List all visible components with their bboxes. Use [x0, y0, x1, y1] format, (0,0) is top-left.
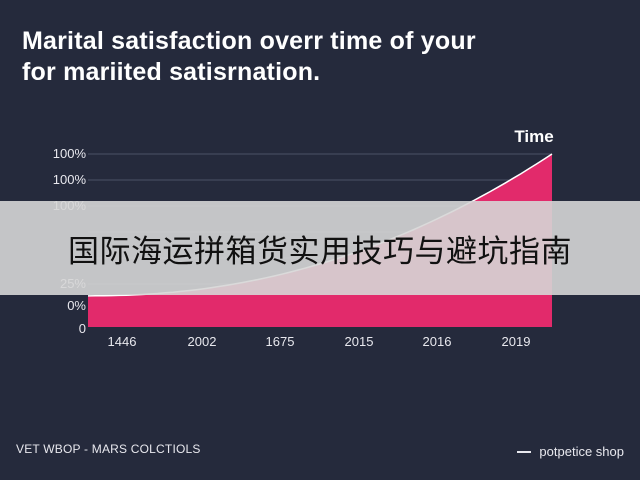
y-tick-label: 100% [53, 172, 87, 187]
x-tick-label: 2015 [345, 334, 374, 349]
overlay-banner: 国际海运拼箱货实用技巧与避坑指南 [0, 201, 640, 295]
footer-brand-label: potpetice shop [539, 444, 624, 459]
chart-title-line-2: for mariited satisrnation. [22, 58, 321, 86]
x-tick-label: 1446 [108, 334, 137, 349]
x-tick-label: 2002 [188, 334, 217, 349]
footer-brand: potpetice shop [517, 444, 624, 459]
footer-source: VET WBOP - MARS COLCTIOLS [16, 442, 201, 456]
y-tick-label: 0 [79, 321, 86, 336]
x-tick-label: 2019 [502, 334, 531, 349]
y-tick-label: 0% [67, 298, 86, 313]
chart-title: Marital satisfaction overr time of your … [22, 26, 622, 88]
dash-icon [517, 450, 532, 453]
y-tick-label: 100% [53, 146, 87, 161]
banner-text: 国际海运拼箱货实用技巧与避坑指南 [68, 233, 572, 270]
x-tick-label: 1675 [266, 334, 295, 349]
x-tick-label: 2016 [423, 334, 452, 349]
chart-title-line-1: Marital satisfaction overr time of your [22, 27, 476, 55]
axis-corner-label: Time [514, 127, 553, 146]
